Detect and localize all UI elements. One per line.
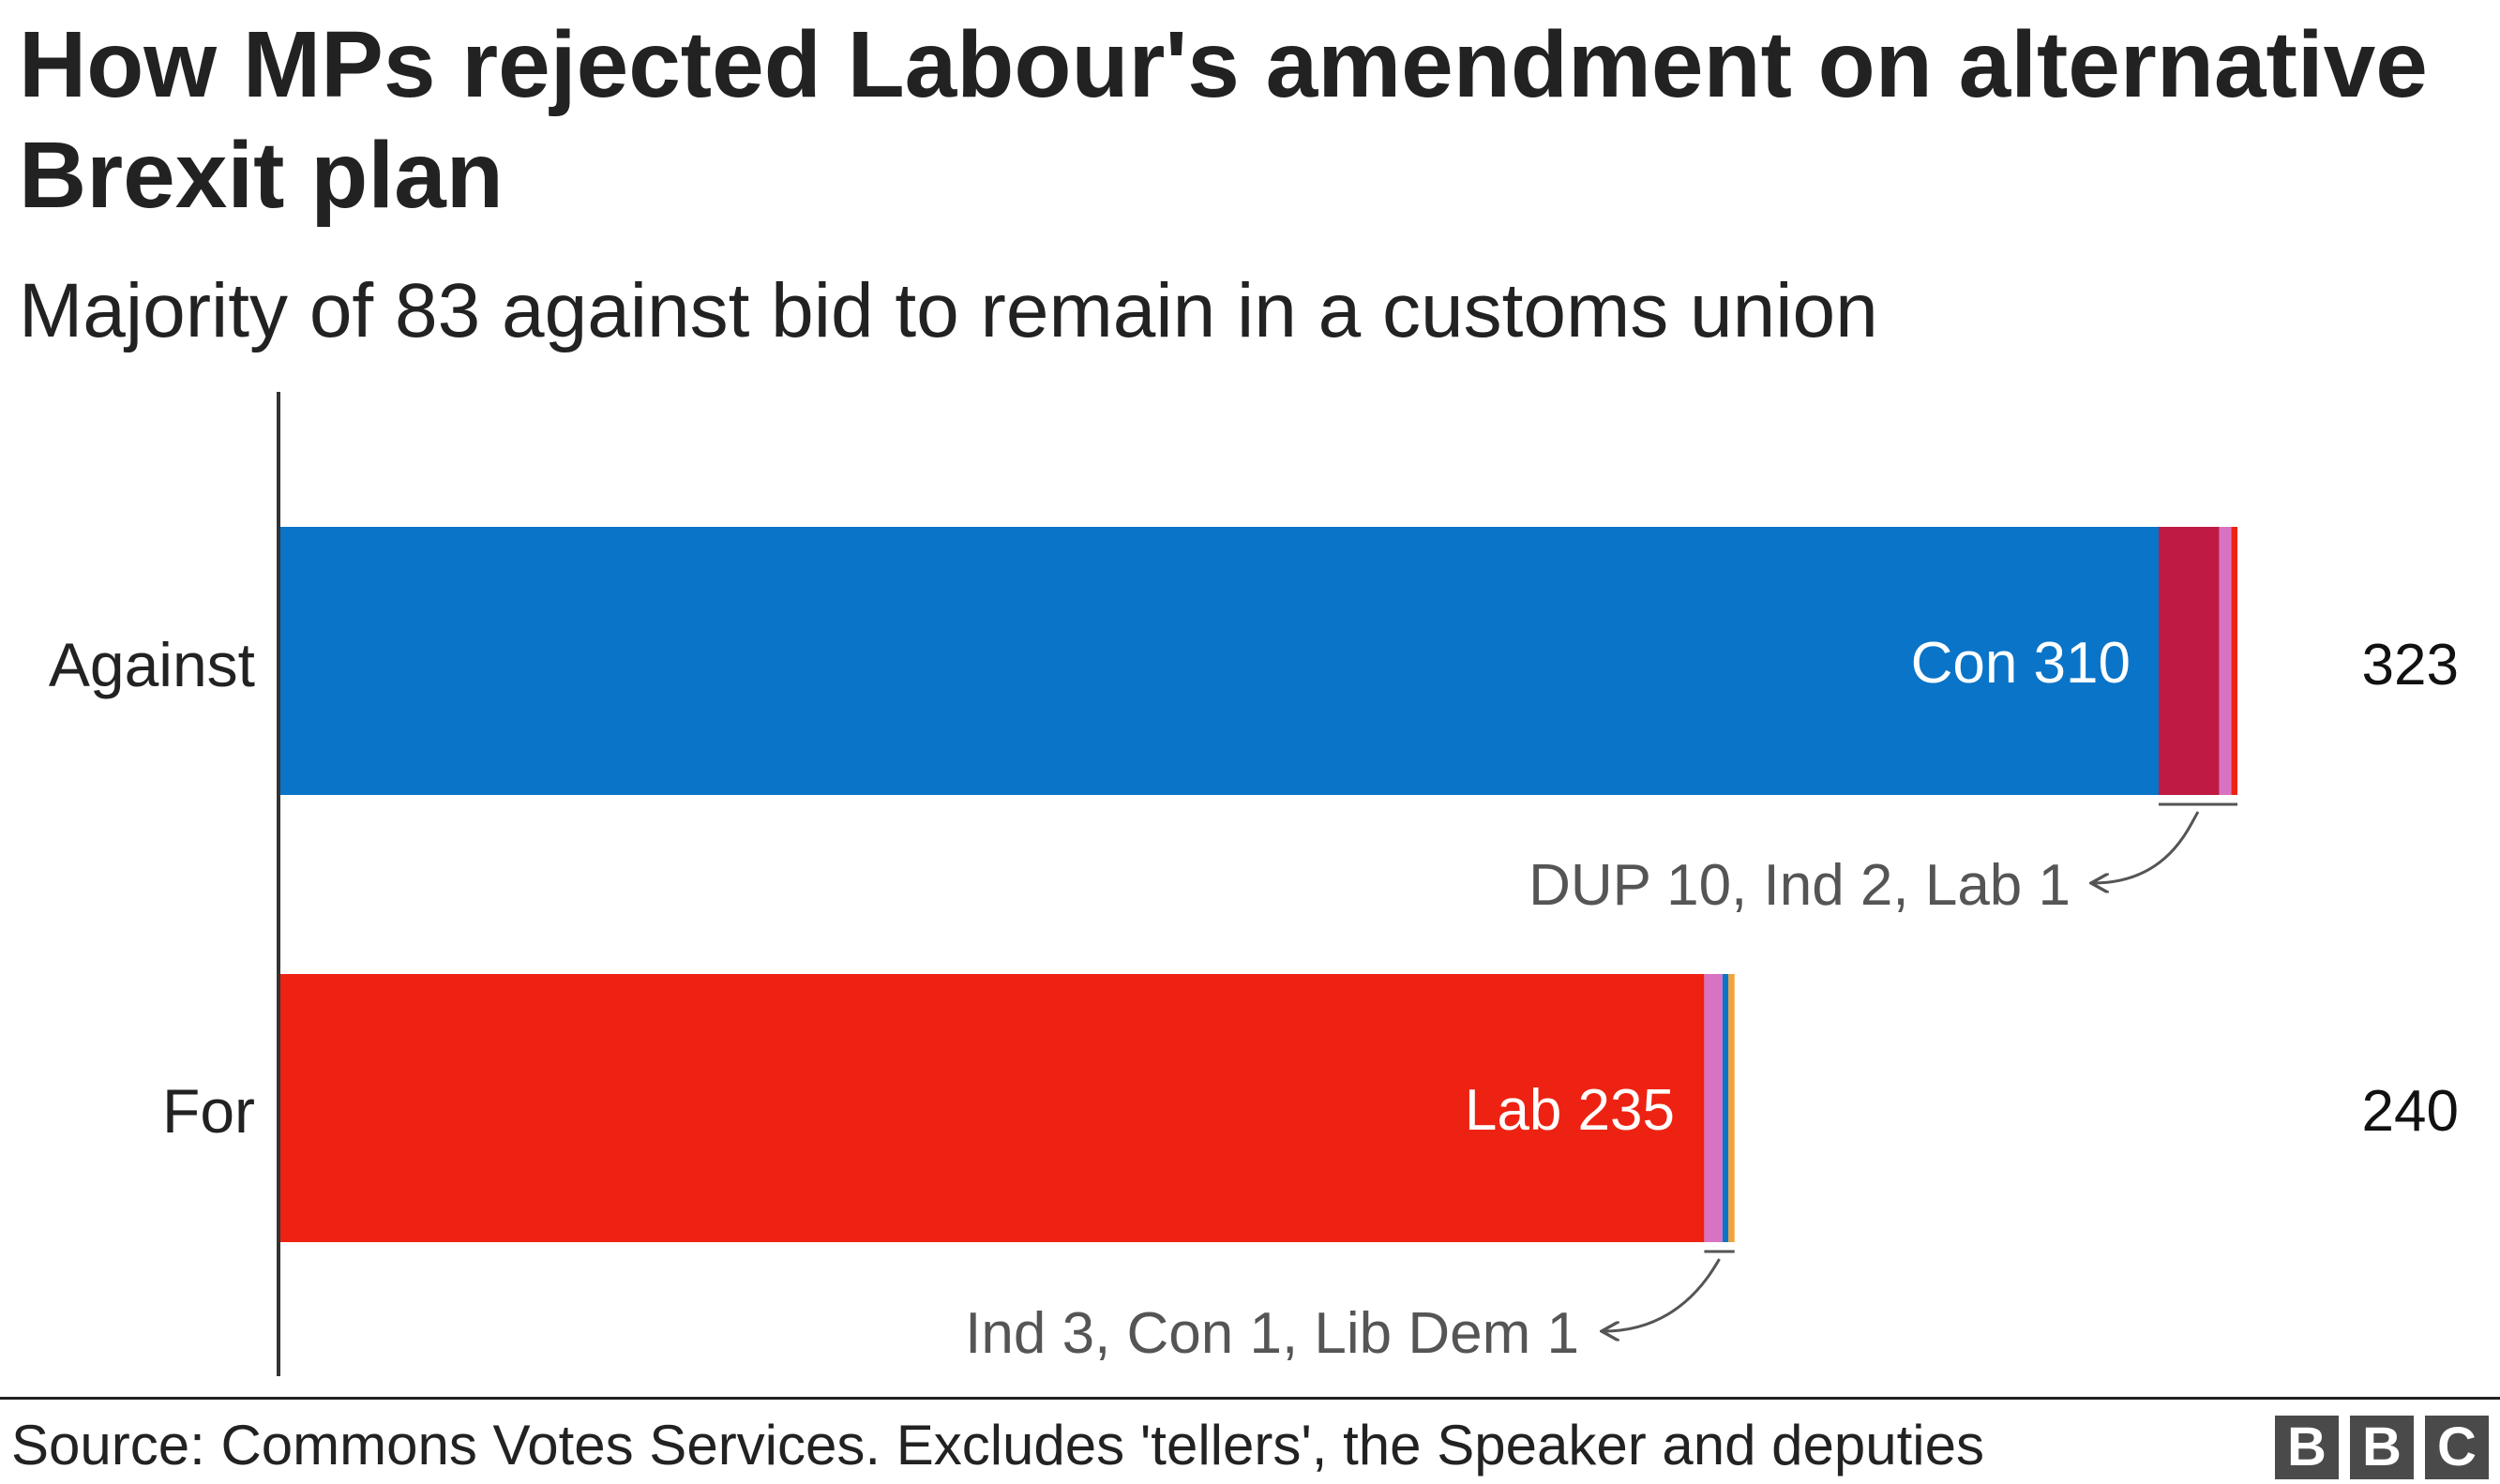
annotation-for-minor-parties: Ind 3, Con 1, Lib Dem 1 [965, 1301, 1579, 1366]
bar-segment-for-ind [1704, 974, 1723, 1242]
annotation-against-minor-parties: DUP 10, Ind 2, Lab 1 [1529, 853, 2071, 918]
bar-segment-against-con [280, 527, 2159, 795]
total-label-against: 323 [2362, 633, 2459, 697]
bar-chart: Against For 323 240 Con 310 Lab 235 DUP … [49, 392, 2459, 1376]
bar-segment-against-dup [2159, 527, 2220, 795]
bbc-logo-letter: B [2350, 1416, 2414, 1479]
bar-segment-for-lab [280, 974, 1705, 1242]
bar-segment-for-lib-dem [1728, 974, 1735, 1242]
footer-divider [0, 1397, 2500, 1400]
total-label-for: 240 [2362, 1079, 2459, 1144]
annotation-arrow [2093, 811, 2200, 883]
bbc-logo-letter: C [2425, 1416, 2489, 1479]
bar-segment-against-lab [2231, 527, 2237, 795]
chart-title: How MPs rejected Labour's amendment on a… [19, 12, 2428, 228]
bar-inner-label-for: Lab 235 [1465, 1078, 1675, 1143]
category-label-against: Against [49, 630, 255, 699]
bar-segment-for-con [1722, 974, 1729, 1242]
bbc-logo-letter: B [2275, 1416, 2339, 1479]
category-label-for: For [162, 1076, 255, 1146]
annotation-arrow [1604, 1258, 1721, 1331]
chart-subtitle: Majority of 83 against bid to remain in … [19, 268, 1878, 353]
bar-segment-against-ind [2219, 527, 2232, 795]
bbc-logo: B B C [2275, 1416, 2489, 1479]
bar-inner-label-against: Con 310 [1911, 631, 2131, 696]
source-note: Source: Commons Votes Services. Excludes… [11, 1414, 1984, 1477]
